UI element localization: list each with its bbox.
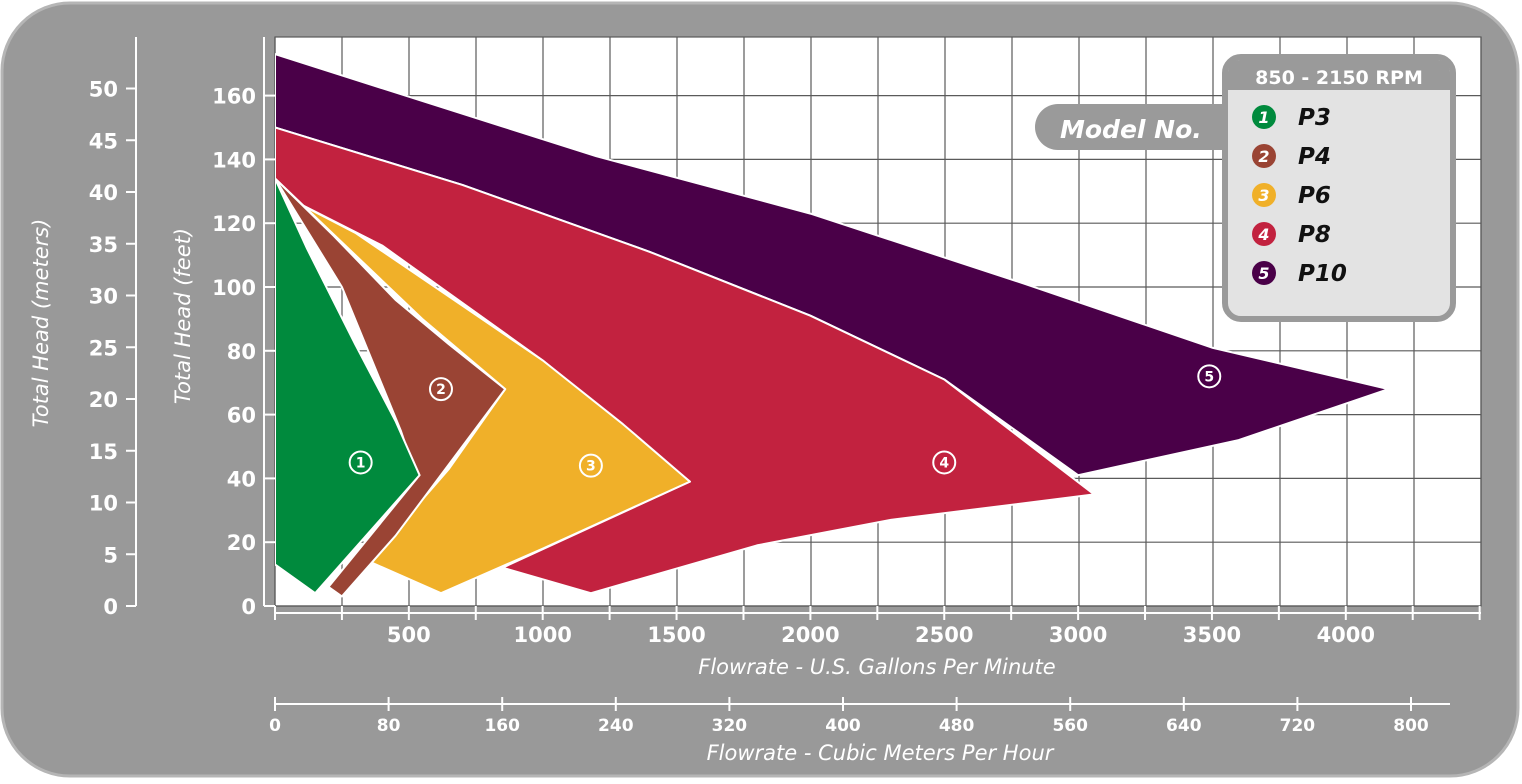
legend-item-p3: 1 P3 (1252, 105, 1331, 131)
x-primary-tick-label: 4000 (1317, 623, 1375, 647)
y-meters-tick-label: 20 (89, 388, 118, 412)
series-marker-number: 5 (1204, 369, 1214, 385)
y-meters-axis-title: Total Head (meters) (29, 219, 53, 428)
x-secondary-tick-label: 160 (484, 716, 520, 736)
series-marker-number: 2 (436, 382, 446, 398)
x-primary-tick-label: 500 (387, 623, 431, 647)
axis-ticks: 0204060801001201401600510152025303540455… (89, 78, 1481, 736)
series-marker-circle (428, 377, 453, 402)
series-marker-2: 2 (428, 377, 453, 402)
legend-title: 850 - 2150 RPM (1255, 67, 1423, 89)
series-area-p6 (275, 177, 691, 595)
legend-item-p8: 4 P8 (1252, 222, 1331, 248)
legend-item-p4: 2 P4 (1252, 144, 1331, 170)
series-areas (275, 53, 1390, 598)
series-marker-number: 3 (586, 459, 596, 475)
legend-number: 2 (1258, 147, 1269, 166)
model-no-tag (1035, 104, 1255, 150)
x-secondary-tick-label: 640 (1166, 716, 1202, 736)
x-secondary-tick-label: 320 (712, 716, 748, 736)
legend-swatch (1252, 105, 1276, 129)
y-meters-tick-label: 50 (89, 78, 118, 102)
legend-number: 4 (1257, 225, 1269, 244)
legend-swatch (1252, 222, 1276, 246)
series-area-p3 (275, 177, 421, 595)
legend-item-p6: 3 P6 (1252, 183, 1331, 209)
series-marker-1: 1 (348, 450, 373, 475)
legend-swatch (1252, 144, 1276, 168)
legend-label: P4 (1298, 144, 1331, 170)
x-secondary-tick-label: 560 (1052, 716, 1088, 736)
series-marker-circle (348, 450, 373, 475)
legend-number: 5 (1258, 264, 1269, 283)
y-meters-tick-label: 15 (89, 440, 118, 464)
legend: Model No. 850 - 2150 RPM 1 P3 2 P4 3 P6 4 P8 5 P1… (1035, 54, 1456, 322)
series-marker-circle (932, 450, 957, 475)
legend-label: P6 (1298, 183, 1331, 209)
series-marker-4: 4 (932, 450, 957, 475)
x-primary-tick-label: 2500 (915, 623, 973, 647)
y-feet-tick-label: 140 (212, 148, 256, 172)
legend-number: 3 (1258, 186, 1269, 205)
x-primary-tick-label: 3000 (1049, 623, 1107, 647)
series-marker-5: 5 (1197, 364, 1222, 389)
x-primary-axis-title: Flowrate - U.S. Gallons Per Minute (698, 655, 1055, 679)
x-secondary-tick-label: 80 (377, 716, 401, 736)
series-marker-circle (578, 453, 603, 478)
series-area-p8 (275, 126, 1096, 595)
x-secondary-tick-label: 0 (269, 716, 281, 736)
series-area-p4 (275, 177, 507, 598)
legend-label: P8 (1298, 222, 1331, 248)
legend-items: 1 P3 2 P4 3 P6 4 P8 5 P10 (1252, 105, 1347, 287)
x-secondary-tick-label: 800 (1393, 716, 1429, 736)
x-secondary-tick-label: 720 (1280, 716, 1316, 736)
y-feet-tick-label: 160 (212, 85, 256, 109)
x-secondary-axis-title: Flowrate - Cubic Meters Per Hour (707, 741, 1055, 765)
series-marker-number: 4 (939, 455, 949, 471)
series-marker-3: 3 (578, 453, 603, 478)
legend-title-bar-bottom (1228, 76, 1450, 90)
legend-swatch (1252, 261, 1276, 285)
series-number-markers: 1 2 3 4 5 (348, 364, 1222, 478)
x-secondary-tick-label: 240 (598, 716, 634, 736)
model-no-label: Model No. (1060, 115, 1202, 144)
y-feet-tick-label: 100 (212, 276, 256, 300)
y-feet-tick-label: 80 (227, 340, 256, 364)
y-feet-tick-label: 60 (227, 404, 256, 428)
y-feet-tick-label: 120 (212, 212, 256, 236)
y-meters-tick-label: 0 (103, 595, 118, 619)
series-marker-number: 1 (356, 455, 366, 471)
y-meters-tick-label: 25 (89, 336, 118, 360)
x-primary-tick-label: 3500 (1183, 623, 1241, 647)
y-feet-tick-label: 0 (241, 595, 256, 619)
legend-box (1222, 54, 1456, 322)
legend-label: P3 (1298, 105, 1331, 131)
legend-label: P10 (1298, 261, 1347, 287)
y-meters-tick-label: 10 (89, 492, 118, 516)
legend-item-p10: 5 P10 (1252, 261, 1347, 287)
y-feet-axis-title: Total Head (feet) (171, 228, 195, 404)
y-meters-tick-label: 45 (89, 129, 118, 153)
y-feet-tick-label: 40 (227, 467, 256, 491)
x-primary-tick-label: 1000 (513, 623, 571, 647)
y-meters-tick-label: 35 (89, 233, 118, 257)
x-secondary-tick-label: 400 (825, 716, 861, 736)
x-primary-tick-label: 2000 (781, 623, 839, 647)
x-primary-tick-label: 1500 (647, 623, 705, 647)
y-meters-tick-label: 5 (103, 543, 118, 567)
legend-number: 1 (1258, 108, 1269, 127)
y-meters-tick-label: 40 (89, 181, 118, 205)
legend-swatch (1252, 183, 1276, 207)
x-secondary-tick-label: 480 (939, 716, 975, 736)
series-marker-circle (1197, 364, 1222, 389)
y-feet-tick-label: 20 (227, 531, 256, 555)
y-meters-tick-label: 30 (89, 285, 118, 309)
